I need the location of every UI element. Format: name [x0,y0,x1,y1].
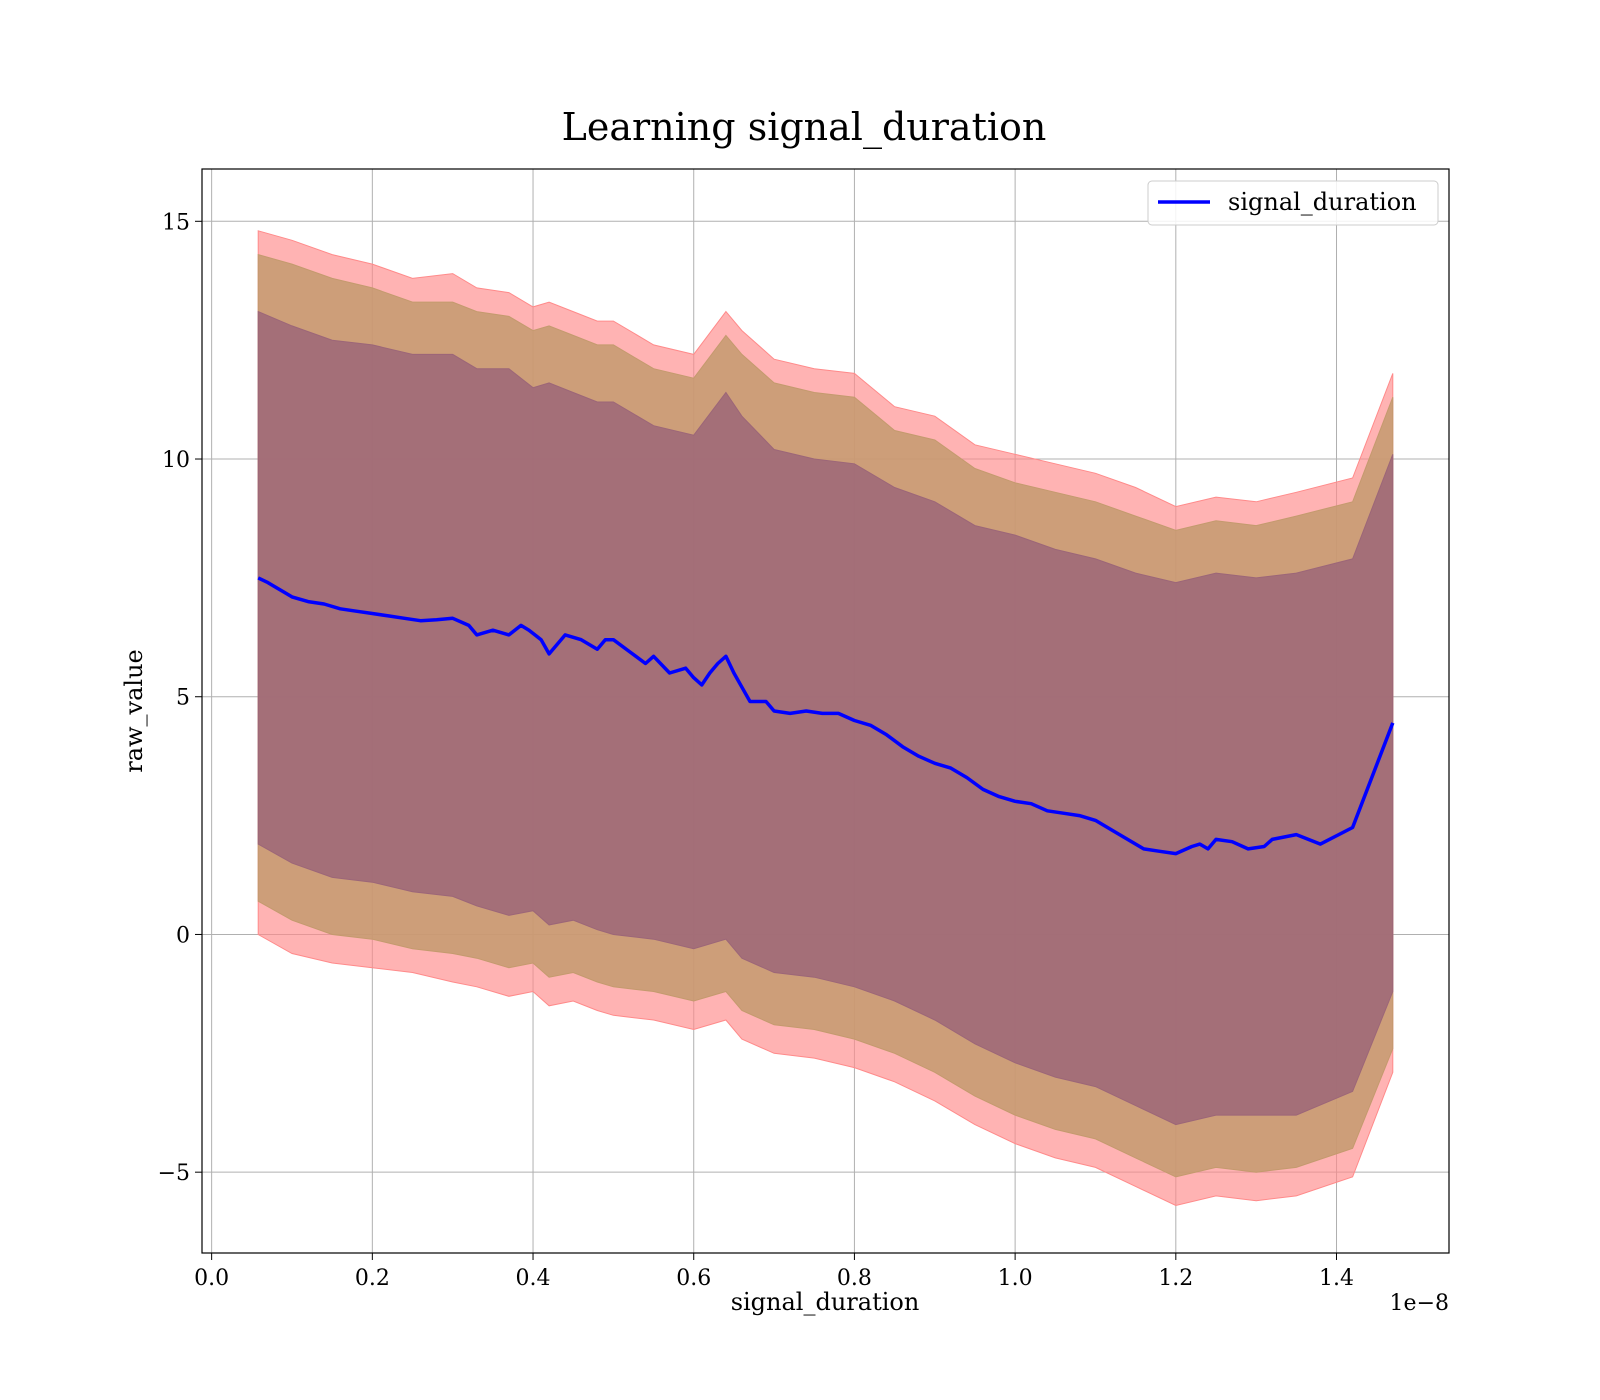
confidence-bands [257,230,1394,1207]
y-axis-ticks: −5 0 5 10 15 [158,210,202,1186]
x-axis-offset-text: 1e−8 [1390,1291,1449,1316]
legend-label: signal_duration [1228,188,1417,216]
x-tick-label: 1.0 [998,1266,1033,1291]
y-tick-label: 15 [162,210,190,235]
x-tick-label: 0.0 [194,1266,229,1291]
y-tick-label: 10 [162,448,190,473]
y-tick-label: −5 [158,1161,190,1186]
band-3 [257,310,1394,1126]
plot-frame [201,168,1450,1254]
chart-title: Learning signal_duration [562,105,1047,150]
legend-box [1147,180,1439,226]
x-tick-label: 0.6 [676,1266,711,1291]
x-axis-label: signal_duration [731,1288,920,1316]
y-tick-label: 5 [176,686,190,711]
x-tick-label: 1.4 [1319,1266,1354,1291]
series-line-1 [257,576,1395,856]
legend: signal_duration [1147,180,1439,226]
y-tick-label: 0 [176,923,190,948]
series-lines [257,576,1395,856]
x-tick-label: 0.8 [837,1266,872,1291]
x-tick-label: 0.2 [355,1266,390,1291]
x-axis-ticks: 0.0 0.2 0.4 0.6 0.8 1.0 1.2 1.4 [194,1253,1354,1291]
y-axis-label: raw_value [120,649,148,773]
x-tick-label: 0.4 [516,1266,551,1291]
x-tick-label: 1.2 [1158,1266,1193,1291]
